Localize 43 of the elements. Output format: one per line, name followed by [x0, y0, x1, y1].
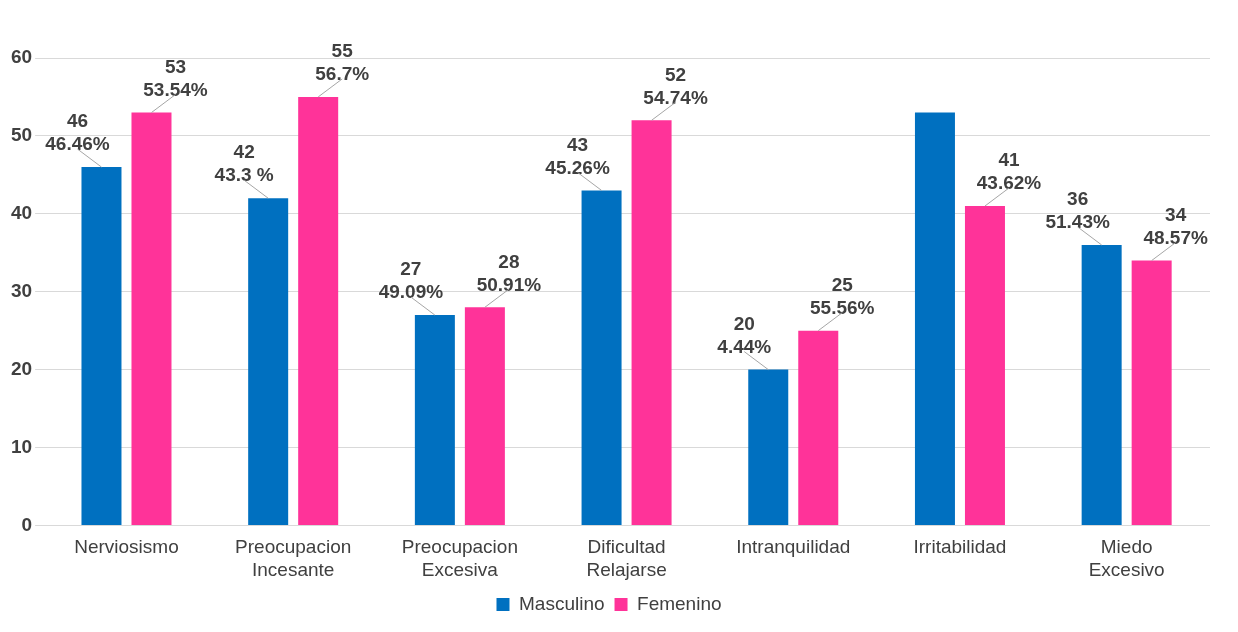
x-tick-label: Dificultad Relajarse	[586, 536, 667, 580]
bar	[914, 112, 955, 525]
x-tick-label: Nerviosismo	[74, 536, 179, 558]
bar	[798, 330, 839, 525]
bar	[964, 206, 1005, 525]
bar	[581, 190, 622, 525]
x-tick-label: Preocupacion Incesante	[235, 536, 352, 580]
bar	[464, 307, 505, 525]
bar	[414, 315, 455, 525]
data-label: 28 50.91%	[476, 250, 542, 295]
data-label: 41 43.62%	[976, 149, 1042, 194]
bar	[1131, 260, 1172, 525]
y-tick-label: 30	[10, 279, 33, 301]
legend-label: Femenino	[637, 592, 722, 614]
data-label: 42 43.3 %	[214, 141, 274, 186]
data-label: 25 55.56%	[810, 273, 875, 318]
bar	[631, 120, 672, 525]
y-tick-label: 0	[21, 513, 33, 535]
bar	[1081, 244, 1122, 525]
x-tick-label: Intranquilidad	[736, 536, 851, 558]
bar	[131, 112, 172, 525]
data-label: 36 51.43%	[1045, 188, 1110, 233]
data-label: 27 49.09%	[378, 258, 444, 303]
x-tick-label: Preocupacion Excesiva	[401, 536, 518, 580]
data-label: 34 48.57%	[1143, 203, 1208, 248]
y-tick-label: 10	[10, 435, 33, 457]
y-tick-label: 60	[10, 46, 33, 68]
data-label: 52 54.74%	[643, 63, 708, 108]
y-tick-label: 20	[10, 357, 33, 379]
data-label: 43 45.26%	[545, 133, 610, 178]
x-tick-label: Irritabilidad	[913, 536, 1007, 558]
bar	[248, 198, 289, 525]
bar	[81, 167, 122, 525]
y-tick-label: 40	[10, 202, 33, 224]
legend-label: Masculino	[518, 592, 605, 614]
data-label: 20 4.44%	[717, 312, 772, 357]
bar	[298, 96, 339, 525]
data-label: 53 53.54%	[143, 55, 208, 100]
data-label: 46 46.46%	[45, 110, 110, 155]
data-label: 55 56.7%	[315, 40, 370, 85]
bar	[748, 369, 789, 525]
y-tick-label: 50	[10, 124, 33, 146]
x-tick-label: Miedo Excesivo	[1088, 536, 1165, 580]
